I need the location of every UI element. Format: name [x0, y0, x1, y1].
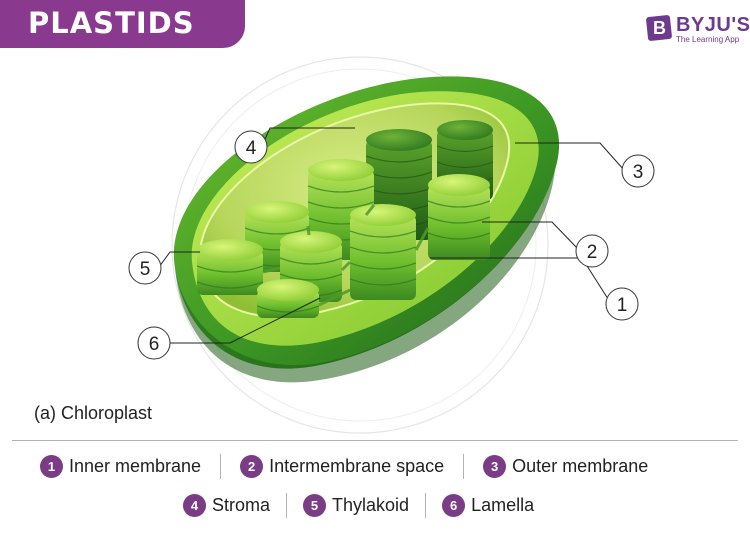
logo-name: BYJU'S	[676, 14, 750, 36]
callout-1: 1	[605, 287, 639, 321]
legend-number-badge: 4	[183, 494, 206, 517]
legend-number-badge: 6	[442, 494, 466, 517]
legend-item-lamella: 6 Lamella	[442, 494, 534, 517]
callout-4: 4	[234, 130, 268, 164]
legend-number-badge: 3	[483, 455, 507, 478]
legend-label: Outer membrane	[512, 456, 649, 476]
callout-4-label: 4	[246, 138, 257, 159]
divider	[12, 440, 738, 441]
legend-item-inner-membrane: 1 Inner membrane	[40, 455, 201, 478]
diagram-caption: (a) Chloroplast	[34, 403, 153, 423]
callout-3-label: 3	[633, 162, 644, 183]
legend-item-thylakoid: 5 Thylakoid	[303, 494, 409, 517]
legend-separator	[463, 454, 465, 479]
legend-item-stroma: 4 Stroma	[183, 494, 270, 517]
legend-row-1: 1 Inner membrane 2 Intermembrane space 3…	[40, 454, 648, 479]
legend-number-badge: 5	[303, 494, 327, 517]
legend-label: Thylakoid	[332, 495, 410, 515]
page-title: PLASTIDS	[28, 6, 195, 40]
legend-number-badge: 2	[240, 455, 264, 478]
legend-separator	[425, 493, 427, 518]
legend-separator	[220, 454, 222, 479]
chloroplast-diagram: 4 5 6 3 2 1	[128, 56, 655, 434]
granum-stack	[196, 239, 264, 295]
granum-stacks	[196, 120, 494, 318]
callout-6: 6	[137, 326, 171, 360]
legend-label: Intermembrane space	[269, 456, 445, 476]
legend-separator	[286, 493, 288, 518]
callout-5: 5	[128, 251, 162, 285]
granum-stack	[427, 174, 491, 260]
callout-2: 2	[575, 234, 609, 268]
title-banner: PLASTIDS	[0, 0, 245, 48]
callout-3: 3	[621, 154, 655, 188]
legend-number-badge: 1	[40, 455, 63, 478]
byjus-logo: B BYJU'S The Learning App	[645, 14, 750, 44]
legend-label: Stroma	[212, 495, 271, 515]
legend-label: Lamella	[471, 495, 535, 515]
logo-tagline: The Learning App	[676, 35, 740, 44]
legend-item-outer-membrane: 3 Outer membrane	[483, 455, 648, 478]
callout-5-label: 5	[140, 259, 151, 280]
callout-6-label: 6	[149, 334, 160, 355]
legend-item-intermembrane-space: 2 Intermembrane space	[240, 455, 444, 478]
granum-stack	[349, 204, 417, 300]
legend-label: Inner membrane	[69, 456, 202, 476]
legend-row-2: 4 Stroma 5 Thylakoid 6 Lamella	[183, 493, 534, 518]
callout-2-label: 2	[587, 242, 598, 263]
granum-stack	[256, 279, 320, 318]
lamellae	[262, 204, 430, 307]
callout-1-label: 1	[617, 295, 628, 316]
